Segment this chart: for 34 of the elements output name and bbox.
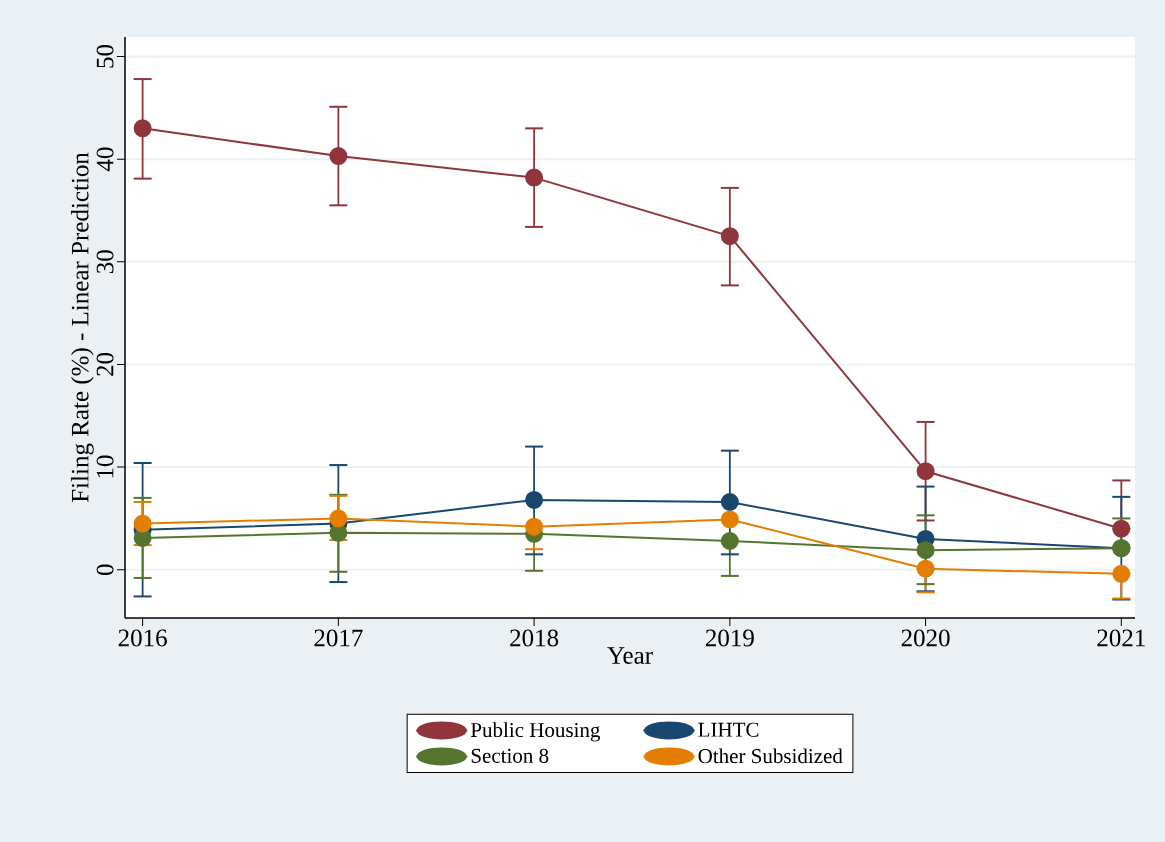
point — [720, 227, 739, 246]
point — [1112, 519, 1131, 538]
y-tick-label: 40 — [96, 147, 114, 172]
point — [916, 462, 935, 481]
point — [133, 514, 152, 533]
y-tick-label: 30 — [96, 250, 114, 274]
point — [916, 541, 935, 560]
legend-label: LIHTC — [698, 722, 759, 737]
y-axis-title: Filing Rate (%) - Linear Prediction — [71, 152, 94, 503]
x-tick-label: 2019 — [705, 629, 754, 647]
y-tick-label: 10 — [96, 455, 114, 478]
x-tick-label: 2017 — [314, 629, 363, 647]
legend-label: Other Subsidized — [698, 748, 843, 764]
legend-label: Section 8 — [471, 748, 549, 763]
point — [720, 510, 739, 529]
point — [525, 168, 544, 187]
point — [916, 559, 935, 578]
y-tick-label: 0 — [96, 564, 114, 576]
point — [720, 532, 739, 550]
x-tick-label: 2018 — [510, 629, 559, 647]
point — [525, 517, 544, 536]
y-tick-label: 20 — [96, 352, 114, 376]
x-tick-label: 2016 — [118, 629, 167, 647]
legend-label: Public Housing — [470, 722, 601, 742]
point — [329, 509, 348, 528]
y-tick-label: 50 — [96, 44, 114, 68]
point — [525, 490, 544, 509]
x-axis-title: Year — [607, 647, 653, 664]
x-tick-label: 2020 — [901, 629, 950, 647]
point — [133, 119, 152, 138]
point — [1112, 564, 1131, 583]
point — [329, 147, 348, 166]
x-tick-label: 2021 — [1097, 629, 1145, 647]
point — [720, 492, 739, 511]
